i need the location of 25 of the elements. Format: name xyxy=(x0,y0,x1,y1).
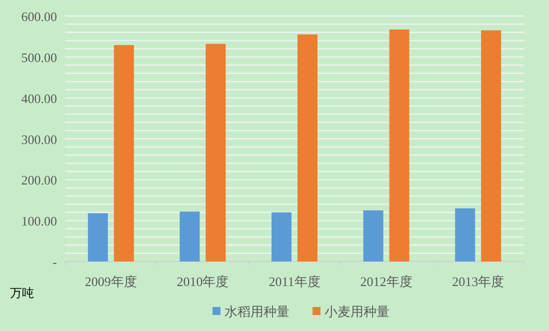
x-tick-label: 2012年度 xyxy=(360,274,412,289)
y-tick-label: 400.00 xyxy=(21,90,57,106)
y-tick-label: - xyxy=(52,254,57,270)
y-tick-label: 500.00 xyxy=(21,50,57,65)
bar xyxy=(206,44,226,262)
y-tick-label: 600.00 xyxy=(21,9,57,24)
bar xyxy=(180,212,200,262)
bar xyxy=(88,213,108,262)
bar xyxy=(389,30,410,262)
x-tick-label: 2010年度 xyxy=(176,274,229,289)
y-tick-label: 200.00 xyxy=(21,172,57,188)
legend-label: 小麦用种量 xyxy=(324,305,390,320)
y-axis-title: 万吨 xyxy=(10,286,34,300)
bar xyxy=(481,30,502,262)
bar xyxy=(272,212,292,262)
y-tick-label: 100.00 xyxy=(21,214,57,229)
bar xyxy=(114,45,134,262)
y-tick-label: 300.00 xyxy=(21,132,57,147)
x-tick-label: 2013年度 xyxy=(452,274,504,289)
bar xyxy=(455,208,476,262)
legend-label: 水稻用种量 xyxy=(224,305,290,320)
x-tick-label: 2011年度 xyxy=(268,274,320,289)
x-tick-label: 2009年度 xyxy=(84,274,137,289)
bar xyxy=(363,210,384,262)
bar xyxy=(298,34,318,262)
